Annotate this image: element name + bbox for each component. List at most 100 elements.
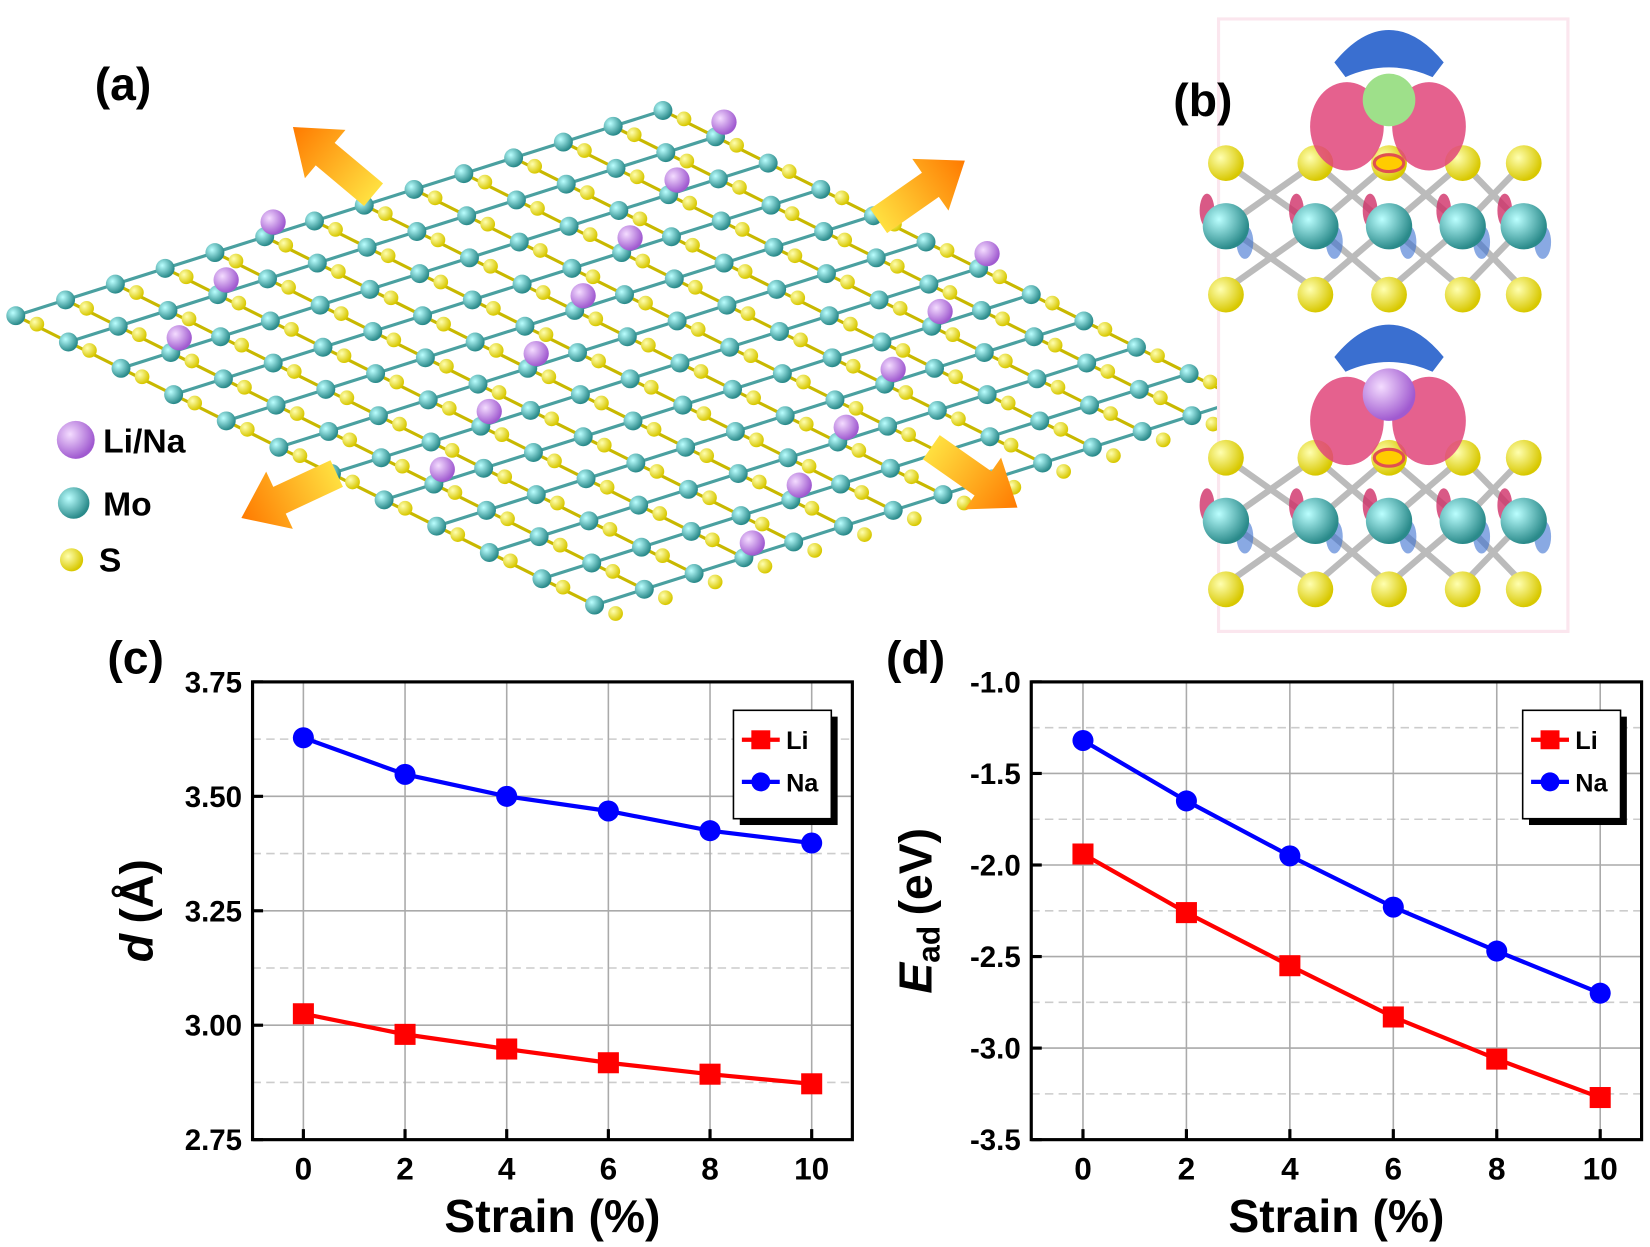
atom-s: [898, 385, 914, 400]
atom-s: [1505, 571, 1542, 608]
atom-mo: [883, 500, 903, 520]
atom-mo: [878, 416, 898, 436]
y-tick-label: 3.75: [185, 666, 242, 699]
atom-li: [523, 340, 549, 367]
atom-s: [485, 300, 501, 316]
data-point: [1589, 982, 1611, 1004]
atom-mo: [1033, 453, 1053, 473]
atom-s: [530, 201, 545, 216]
x-tick-label: 8: [701, 1151, 719, 1187]
atom-mo: [778, 448, 798, 468]
atom-s: [992, 269, 1008, 285]
atom-s: [79, 300, 94, 316]
data-point: [1589, 1087, 1611, 1109]
atom-s: [793, 332, 808, 348]
atom-s: [608, 606, 623, 621]
atom-mo: [576, 469, 596, 489]
atom-s: [699, 448, 715, 464]
atom-s: [483, 258, 498, 274]
atom-mo: [919, 274, 939, 294]
panel-label: (c): [107, 631, 164, 683]
atom-li: [476, 398, 502, 425]
atom-mo: [205, 243, 225, 263]
atom-mo: [1027, 369, 1047, 389]
data-point: [292, 727, 314, 749]
atom-mo: [623, 411, 643, 431]
atom-mo: [767, 279, 787, 299]
atom-s: [131, 327, 147, 343]
atom-mo: [213, 369, 233, 389]
atom-mo: [111, 358, 131, 378]
atom-s: [696, 406, 712, 421]
atom-s: [997, 353, 1013, 369]
series-line: [302, 735, 812, 846]
atom-mo: [357, 237, 377, 257]
atom-s: [1208, 439, 1244, 476]
atom-li: [166, 325, 192, 351]
atom-mo: [462, 290, 482, 310]
atom-s: [234, 337, 249, 353]
atom-s: [339, 390, 355, 406]
atom-s: [596, 437, 612, 453]
atom-s: [734, 222, 750, 237]
strain-arrow: [870, 158, 965, 234]
atom-mo: [1132, 421, 1152, 441]
y-tick-label: -1.0: [970, 666, 1021, 699]
atom-s: [1297, 276, 1334, 313]
atom-s: [284, 322, 299, 337]
x-tick-label: 6: [600, 1151, 618, 1187]
atom-mo: [573, 427, 593, 447]
atom-s: [1053, 421, 1069, 437]
atom-s: [842, 316, 858, 332]
atom-mo: [515, 316, 535, 336]
atom-li: [974, 240, 1000, 267]
atom-mo: [363, 322, 383, 341]
atom-mo: [570, 385, 590, 405]
strain-arrow: [922, 435, 1018, 510]
atom-s: [237, 379, 252, 395]
atom-mo: [521, 400, 541, 420]
atom-s: [281, 279, 296, 295]
atom-s: [1050, 379, 1066, 395]
atom-mo: [523, 443, 543, 462]
atom-s: [439, 358, 454, 374]
atom-mo: [509, 232, 529, 252]
atom-s: [383, 290, 399, 306]
atom-s: [749, 432, 764, 448]
atom-mo: [925, 358, 944, 378]
atom-s: [892, 300, 908, 316]
atom-s: [632, 211, 648, 227]
atom-s: [430, 232, 446, 248]
atom-s: [1444, 571, 1481, 608]
atom-mo: [725, 421, 745, 441]
atom-s: [447, 485, 463, 500]
plot-frame: [1029, 680, 1644, 1142]
y-axis-symbol: E: [889, 961, 941, 994]
atom-mo: [413, 306, 433, 326]
atom-s: [1097, 322, 1113, 337]
atom-s: [995, 311, 1010, 327]
atom-s: [330, 264, 346, 279]
series-line: [1081, 738, 1601, 996]
atom-mo: [667, 311, 687, 331]
atom-s: [784, 206, 800, 221]
atom-mo: [661, 227, 681, 247]
atom-mo: [1082, 437, 1102, 457]
legend-marker: [751, 772, 771, 792]
atom-mo: [681, 521, 701, 541]
atom-s: [500, 511, 515, 527]
atom-s: [444, 443, 460, 458]
atom-s: [594, 395, 609, 411]
atom-s: [502, 553, 518, 569]
x-tick-label: 2: [1178, 1151, 1196, 1187]
atom-s: [646, 421, 662, 437]
atom-mo: [720, 337, 740, 357]
atom-mo: [216, 411, 236, 431]
atom-mo: [609, 201, 629, 220]
atom-s: [532, 243, 548, 258]
data-point: [292, 1003, 314, 1025]
atom-mo: [1077, 353, 1097, 373]
atom-mo: [1074, 311, 1094, 331]
atom-s: [693, 364, 709, 379]
